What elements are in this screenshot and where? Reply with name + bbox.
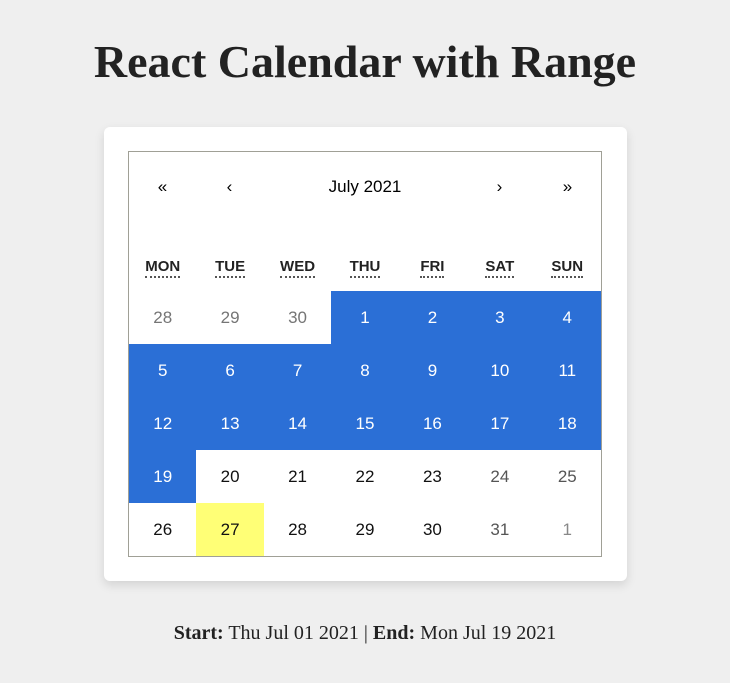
day-tile-in-range[interactable]: 1: [331, 291, 399, 344]
day-tile-in-range[interactable]: 13: [196, 397, 264, 450]
day-tile[interactable]: 22: [331, 450, 399, 503]
day-tile[interactable]: 23: [398, 450, 467, 503]
day-tile-in-range[interactable]: 2: [398, 291, 467, 344]
day-tile-in-range[interactable]: 12: [129, 397, 197, 450]
calendar-navigation: « ‹ July 2021 › »: [129, 152, 601, 222]
day-tile[interactable]: 28: [129, 291, 197, 344]
day-tile-in-range[interactable]: 6: [196, 344, 264, 397]
day-tile[interactable]: 24: [466, 450, 534, 503]
weekday-sun: SUN: [534, 252, 601, 282]
day-tile[interactable]: 21: [263, 450, 332, 503]
day-tile-today[interactable]: 27: [196, 503, 264, 556]
start-value: Thu Jul 01 2021: [228, 622, 359, 644]
prev-month-button[interactable]: ‹: [226, 177, 233, 196]
day-tile-in-range[interactable]: 19: [129, 450, 197, 503]
next-year-button[interactable]: »: [562, 177, 573, 196]
weekday-thu: THU: [331, 252, 398, 282]
day-tile-in-range[interactable]: 18: [533, 397, 601, 450]
weekday-wed: WED: [264, 252, 331, 282]
weekday-fri: FRI: [399, 252, 466, 282]
day-tile-in-range[interactable]: 10: [466, 344, 534, 397]
day-tile[interactable]: 30: [263, 291, 332, 344]
weekday-sat: SAT: [466, 252, 533, 282]
weekday-tue: TUE: [196, 252, 263, 282]
end-label: End:: [372, 622, 416, 644]
weekday-mon: MON: [129, 252, 196, 282]
day-tile-in-range[interactable]: 11: [533, 344, 601, 397]
day-tile[interactable]: 31: [466, 503, 534, 556]
page-title: React Calendar with Range: [93, 36, 637, 87]
range-summary: Start: Thu Jul 01 2021 | End: Mon Jul 19…: [0, 618, 730, 648]
day-tile-in-range[interactable]: 17: [466, 397, 534, 450]
calendar: « ‹ July 2021 › » MON TUE WED THU FRI SA…: [128, 151, 602, 557]
day-tile[interactable]: 29: [331, 503, 399, 556]
day-tile[interactable]: 30: [398, 503, 467, 556]
day-tile-in-range[interactable]: 9: [398, 344, 467, 397]
day-tile-in-range[interactable]: 7: [263, 344, 332, 397]
day-tile-in-range[interactable]: 15: [331, 397, 399, 450]
end-value: Mon Jul 19 2021: [420, 622, 557, 644]
day-tile[interactable]: 20: [196, 450, 264, 503]
day-tile[interactable]: 1: [533, 503, 601, 556]
day-tile-in-range[interactable]: 4: [533, 291, 601, 344]
day-tile[interactable]: 26: [129, 503, 197, 556]
weekday-header: MON TUE WED THU FRI SAT SUN: [129, 252, 601, 282]
day-tile[interactable]: 29: [196, 291, 264, 344]
prev-year-button[interactable]: «: [157, 177, 168, 196]
day-tile-in-range[interactable]: 14: [263, 397, 332, 450]
next-month-button[interactable]: ›: [496, 177, 503, 196]
days-grid: 28 29 30 1 2 3 4 5 6 7 8 9 10 11 12 13 14 15 16 17 18 19 20 21 2…: [129, 291, 601, 556]
month-label-button[interactable]: July 2021: [328, 177, 402, 196]
day-tile[interactable]: 28: [263, 503, 332, 556]
start-label: Start:: [173, 622, 224, 644]
day-tile-in-range[interactable]: 16: [398, 397, 467, 450]
separator: |: [363, 622, 368, 644]
day-tile-in-range[interactable]: 5: [129, 344, 197, 397]
day-tile-in-range[interactable]: 3: [466, 291, 534, 344]
day-tile-in-range[interactable]: 8: [331, 344, 399, 397]
day-tile[interactable]: 25: [533, 450, 601, 503]
